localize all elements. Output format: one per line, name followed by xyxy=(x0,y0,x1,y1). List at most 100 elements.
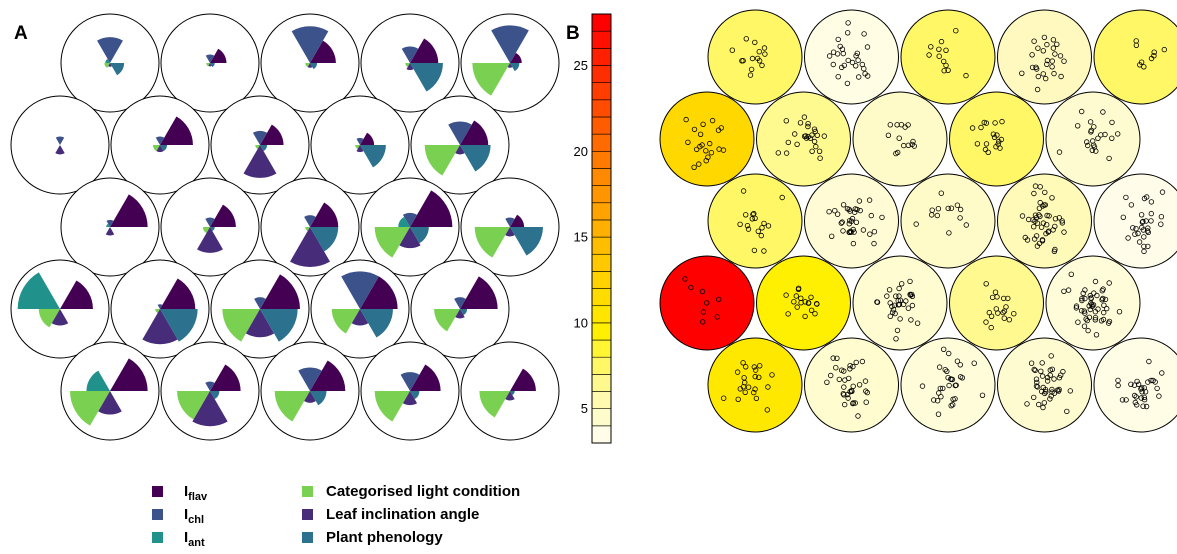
sample-point xyxy=(751,364,757,370)
sample-point xyxy=(1040,220,1047,226)
sample-point xyxy=(936,53,942,59)
fan-sector-i-chl xyxy=(491,25,529,63)
sample-point xyxy=(944,368,950,374)
sample-point xyxy=(934,212,940,219)
sample-point xyxy=(743,212,749,218)
sample-point xyxy=(1159,189,1166,195)
sample-point xyxy=(842,377,848,383)
sample-point xyxy=(1040,48,1046,54)
colorbar-segment xyxy=(591,425,612,444)
sample-point xyxy=(1052,51,1058,57)
sample-point xyxy=(1057,372,1064,378)
sample-point xyxy=(1092,309,1099,315)
sample-point xyxy=(1044,212,1050,219)
sample-point xyxy=(1120,214,1126,220)
sample-point xyxy=(1052,223,1058,230)
sample-point xyxy=(896,285,902,292)
sample-point xyxy=(929,212,935,218)
sample-point xyxy=(1035,73,1041,80)
sample-point xyxy=(953,382,959,388)
fan-sector-leaf xyxy=(351,309,369,326)
sample-point xyxy=(756,374,762,380)
sample-point xyxy=(1043,230,1049,237)
sample-point xyxy=(1079,297,1085,304)
sample-point xyxy=(691,126,698,133)
fan-sector-leaf xyxy=(108,63,112,67)
sample-point xyxy=(1025,216,1032,223)
sample-point xyxy=(978,124,984,131)
sample-point xyxy=(1041,400,1047,406)
sample-point xyxy=(1148,210,1154,217)
sample-point xyxy=(1001,308,1008,314)
colorbar-segment xyxy=(591,288,612,307)
sample-point xyxy=(805,123,811,130)
sample-point xyxy=(1058,73,1064,80)
sample-point xyxy=(1141,64,1147,70)
sample-point xyxy=(1043,221,1050,228)
sample-point xyxy=(795,285,802,291)
sample-point xyxy=(1106,280,1112,286)
sample-point xyxy=(1143,218,1149,224)
fan-sector-leaf xyxy=(290,227,330,267)
sample-point xyxy=(1075,319,1081,325)
fan-sector-i-chl xyxy=(155,136,165,145)
sample-point xyxy=(761,248,767,254)
sample-point xyxy=(946,350,952,357)
sample-point xyxy=(1135,381,1142,387)
sample-point xyxy=(981,119,987,126)
sample-point xyxy=(945,205,951,212)
sample-point xyxy=(945,67,951,73)
sample-point xyxy=(1040,203,1046,209)
sample-point xyxy=(909,291,915,298)
sample-point xyxy=(752,373,758,380)
fan-sector-i-chl xyxy=(106,219,114,227)
sample-point xyxy=(1057,53,1064,59)
fan-sector-i-chl xyxy=(205,217,215,227)
sample-point xyxy=(842,401,848,408)
sample-point xyxy=(809,148,815,154)
sample-point xyxy=(1133,394,1139,400)
sample-point xyxy=(1131,392,1138,399)
fan-sector-i-flav xyxy=(160,278,196,309)
sample-point xyxy=(1067,388,1073,394)
sample-point xyxy=(948,403,954,409)
sample-point xyxy=(1038,368,1044,374)
sample-point xyxy=(1150,377,1156,384)
sample-point xyxy=(910,138,916,145)
fan-sector-i-flav xyxy=(510,52,522,63)
sample-point xyxy=(808,307,815,313)
colorbar-segment xyxy=(591,236,612,255)
sample-point xyxy=(700,319,706,325)
sample-point xyxy=(748,66,755,73)
sample-point xyxy=(833,365,839,371)
sample-point xyxy=(853,63,859,69)
sample-point xyxy=(830,355,836,361)
sample-point xyxy=(805,134,811,140)
fan-sector-light xyxy=(424,145,460,176)
sample-point xyxy=(1141,234,1147,240)
sample-point xyxy=(850,400,856,407)
sample-point xyxy=(895,302,902,308)
sample-point xyxy=(1031,366,1037,373)
sample-point xyxy=(1056,215,1062,221)
count-cell xyxy=(659,91,755,187)
sample-point xyxy=(852,400,858,406)
colorbar-segment xyxy=(591,48,612,66)
colorbar-segment xyxy=(591,408,612,427)
sample-point xyxy=(983,281,989,287)
sample-point xyxy=(1044,61,1050,68)
sample-point xyxy=(983,120,990,126)
fan-sector-leaf xyxy=(505,391,515,401)
sample-point xyxy=(1093,148,1099,154)
sample-point xyxy=(902,124,908,130)
sample-point xyxy=(926,52,932,58)
fan-sector-i-chl xyxy=(157,304,163,309)
sample-point xyxy=(1142,389,1149,395)
sample-point xyxy=(1135,230,1141,237)
fan-sector-i-flav xyxy=(210,204,236,227)
sample-point xyxy=(1051,70,1057,77)
sample-point xyxy=(812,128,818,135)
sample-point xyxy=(941,67,947,74)
sample-point xyxy=(1081,323,1088,329)
sample-point xyxy=(1048,393,1054,399)
